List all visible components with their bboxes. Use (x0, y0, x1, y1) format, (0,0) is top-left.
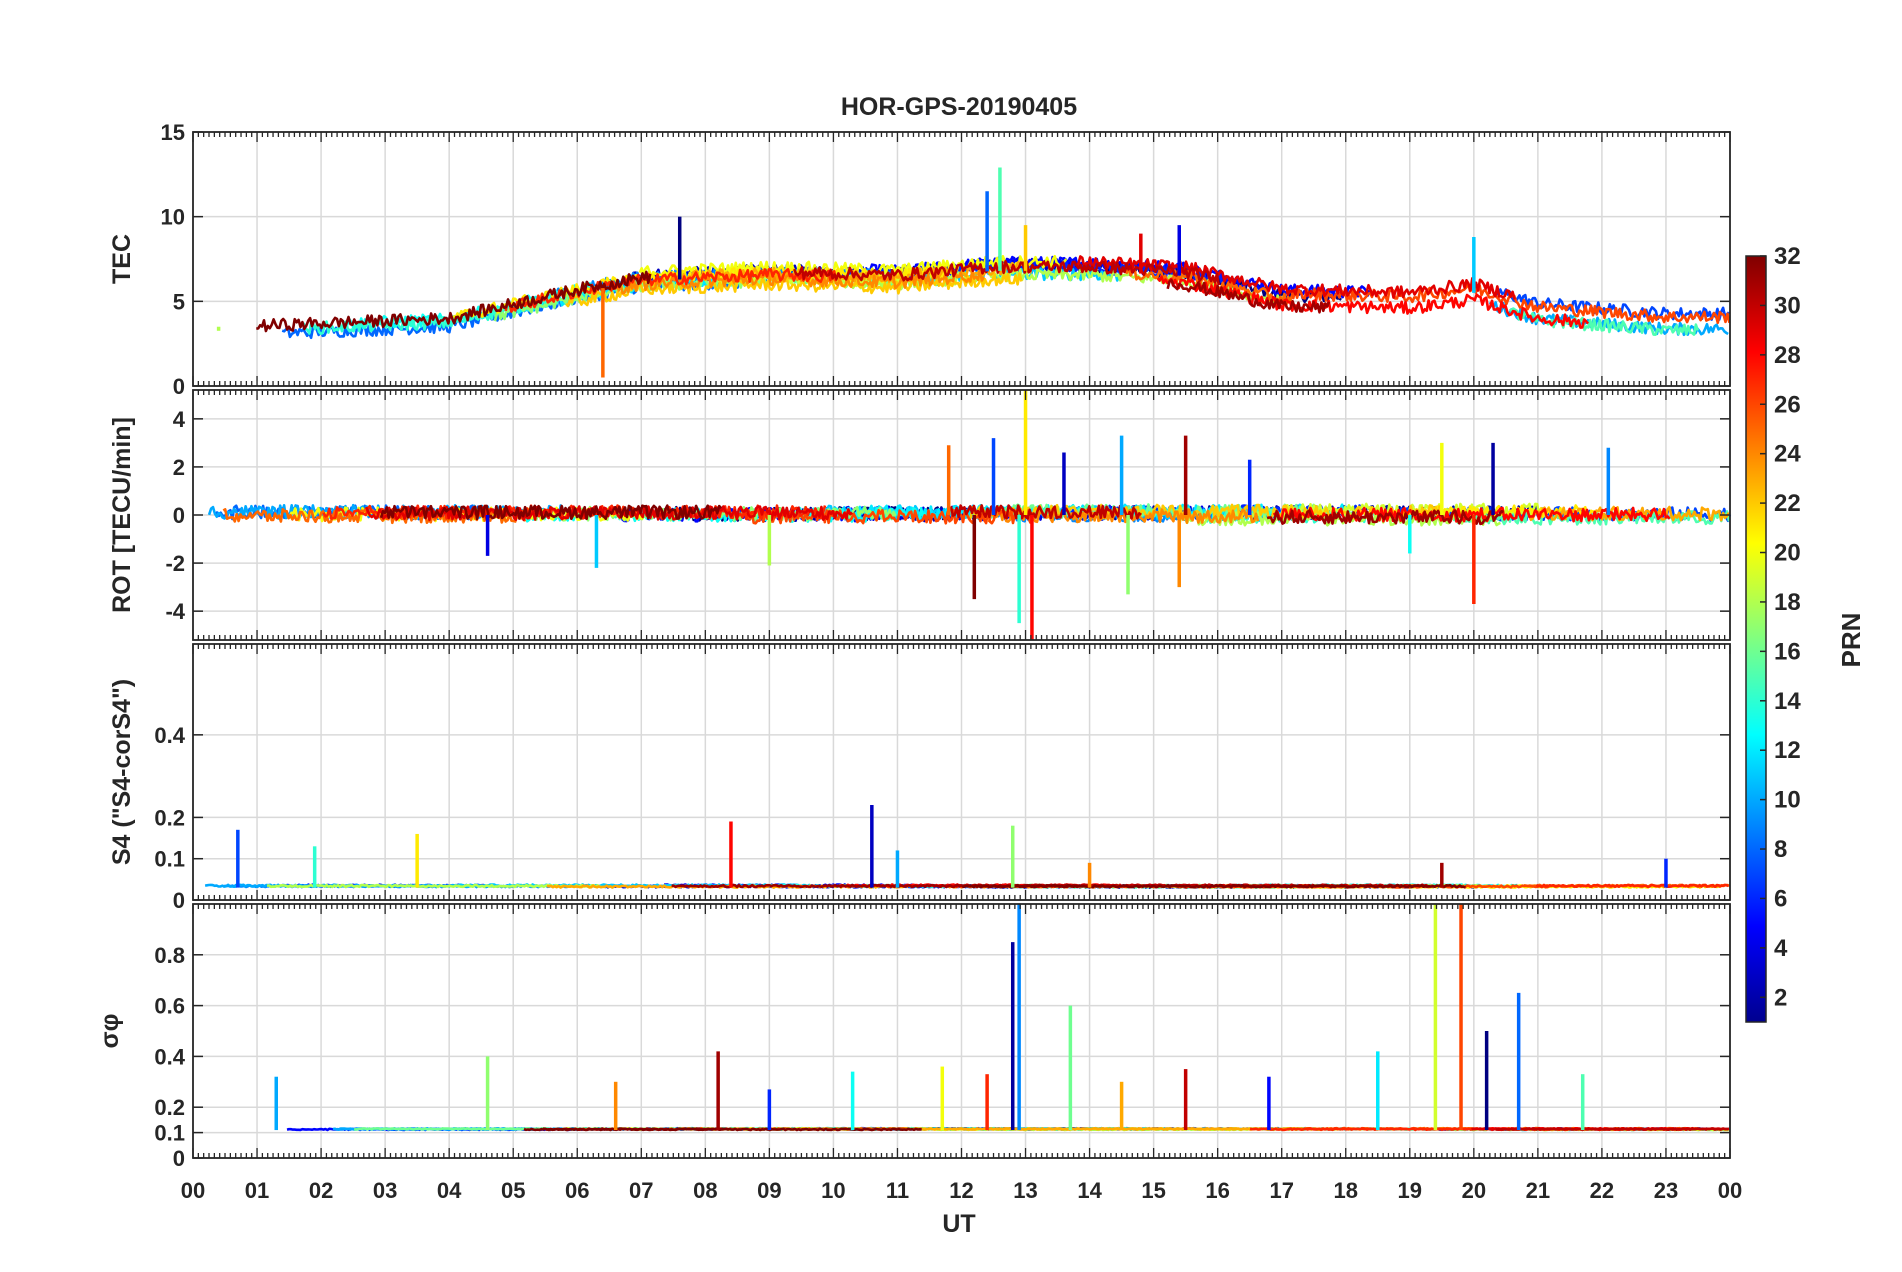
series-prn-32 (961, 883, 1466, 889)
y-tick-label: 2 (173, 455, 185, 480)
colorbar-tick-label: 18 (1774, 589, 1801, 616)
series-prn-32 (256, 270, 652, 333)
series-prn-31 (1166, 279, 1331, 314)
x-tick-label: 10 (821, 1178, 845, 1203)
series-prn-32 (523, 1127, 922, 1132)
x-tick-label: 00 (181, 1178, 205, 1203)
colorbar-tick-label: 16 (1774, 638, 1801, 665)
panel-4: 00.10.2 0.4 0.6 0.8 σφ (96, 903, 1731, 1171)
y-tick-label: 0 (173, 503, 185, 528)
y-tick-label: 0.1 (154, 847, 185, 872)
x-tick-label: 13 (1013, 1178, 1037, 1203)
colorbar-label: PRN (1836, 613, 1866, 668)
series-prn-32 (379, 504, 723, 521)
x-axis: 00 01 02 03 04 05 06 07 08 09 10 11 12 13 14 15 16 17 18 19… (181, 1178, 1742, 1203)
series-prn-27 (1535, 883, 1729, 889)
panel-2: -4 -2 0 2 4 ROT [TECU/min] (108, 389, 1732, 641)
x-tick-label: 22 (1590, 1178, 1614, 1203)
x-tick-label: 08 (693, 1178, 717, 1203)
x-tick-label: 06 (565, 1178, 589, 1203)
x-tick-label: 17 (1269, 1178, 1293, 1203)
x-tick-label: 00 (1718, 1178, 1742, 1203)
colorbar-tick-label: 12 (1774, 737, 1801, 764)
y-axis-label: TEC (108, 234, 136, 284)
series-prn-24 (609, 268, 985, 295)
colorbar-tick-label: 4 (1774, 935, 1788, 962)
colorbar-tick-label: 26 (1774, 391, 1801, 418)
x-tick-label: 16 (1205, 1178, 1229, 1203)
x-tick-label: 20 (1462, 1178, 1486, 1203)
y-tick-label: 5 (173, 289, 185, 314)
y-tick-label: 0.1 (154, 1121, 185, 1146)
x-tick-label: 12 (949, 1178, 973, 1203)
x-tick-label: 11 (886, 1178, 909, 1203)
x-tick-label: 05 (501, 1178, 525, 1203)
series-prn-7 (1495, 288, 1730, 321)
y-tick-label: 0.8 (154, 943, 185, 968)
colorbar-tick-label: 22 (1774, 490, 1801, 517)
y-tick-label: 0 (173, 374, 185, 399)
colorbar-tick-label: 8 (1774, 836, 1787, 863)
x-tick-label: 21 (1526, 1178, 1550, 1203)
y-tick-label: 0 (173, 888, 185, 913)
x-tick-label: 02 (309, 1178, 333, 1203)
y-tick-label: 0.4 (154, 723, 185, 748)
series-prn-30 (792, 260, 1221, 286)
y-axis-label: ROT [TECU/min] (108, 417, 136, 613)
series-prn-24 (987, 508, 1260, 524)
x-tick-label: 19 (1398, 1178, 1422, 1203)
y-tick-label: 4 (173, 407, 186, 432)
series-prn-28 (1272, 506, 1671, 523)
y-axis-label: S4 ("S4-corS4") (108, 679, 136, 865)
x-tick-label: 03 (373, 1178, 397, 1203)
series-prn-20 (638, 254, 1068, 279)
series-prn-15 (1508, 307, 1700, 336)
y-tick-label: 0.4 (154, 1044, 185, 1069)
x-tick-label: 01 (245, 1178, 269, 1203)
series-prn-31 (1266, 509, 1504, 526)
y-tick-label: 10 (161, 205, 185, 230)
x-tick-label: 14 (1077, 1178, 1102, 1203)
y-tick-label: 0.6 (154, 994, 185, 1019)
y-tick-label: 0.2 (154, 805, 185, 830)
x-tick-label: 09 (757, 1178, 781, 1203)
colorbar-tick-label: 32 (1774, 243, 1801, 270)
x-tick-label: 04 (437, 1178, 462, 1203)
y-tick-label: 15 (161, 120, 185, 145)
colorbar-tick-label: 6 (1774, 885, 1787, 912)
colorbar-tick-label: 28 (1774, 342, 1801, 369)
y-tick-label: 0.2 (154, 1095, 185, 1120)
colorbar-tick-label: 14 (1774, 688, 1801, 715)
y-tick-label: -2 (165, 551, 185, 576)
series-prn-30 (949, 504, 1142, 520)
colorbar-tick-label: 30 (1774, 292, 1801, 319)
panel-1: 0 5 10 15 TEC (108, 120, 1731, 399)
colorbar-tick-label: 20 (1774, 540, 1801, 567)
y-axis-label: σφ (96, 1014, 124, 1049)
chart-title: HOR-GPS-20190405 (841, 93, 1077, 121)
colorbar-gradient (1745, 255, 1767, 1023)
x-tick-label: 15 (1141, 1178, 1165, 1203)
x-axis-label: UT (942, 1210, 975, 1238)
colorbar-tick-label: 10 (1774, 787, 1801, 814)
series-prn-18 (266, 883, 602, 889)
panel-3: 0 0.1 0.2 0.4 S4 ("S4-corS4") (108, 643, 1731, 913)
x-tick-label: 23 (1654, 1178, 1678, 1203)
series-prn-23 (1527, 505, 1731, 522)
colorbar-tick-label: 2 (1774, 984, 1787, 1011)
series-prn-29 (1074, 255, 1516, 300)
y-tick-label: -4 (165, 599, 185, 624)
y-tick-label: 0 (173, 1146, 185, 1171)
colorbar-tick-label: 24 (1774, 441, 1801, 468)
x-tick-label: 07 (629, 1178, 653, 1203)
series-prn-26 (744, 508, 1034, 525)
series-prn-30 (1495, 1127, 1729, 1131)
x-tick-label: 18 (1334, 1178, 1358, 1203)
